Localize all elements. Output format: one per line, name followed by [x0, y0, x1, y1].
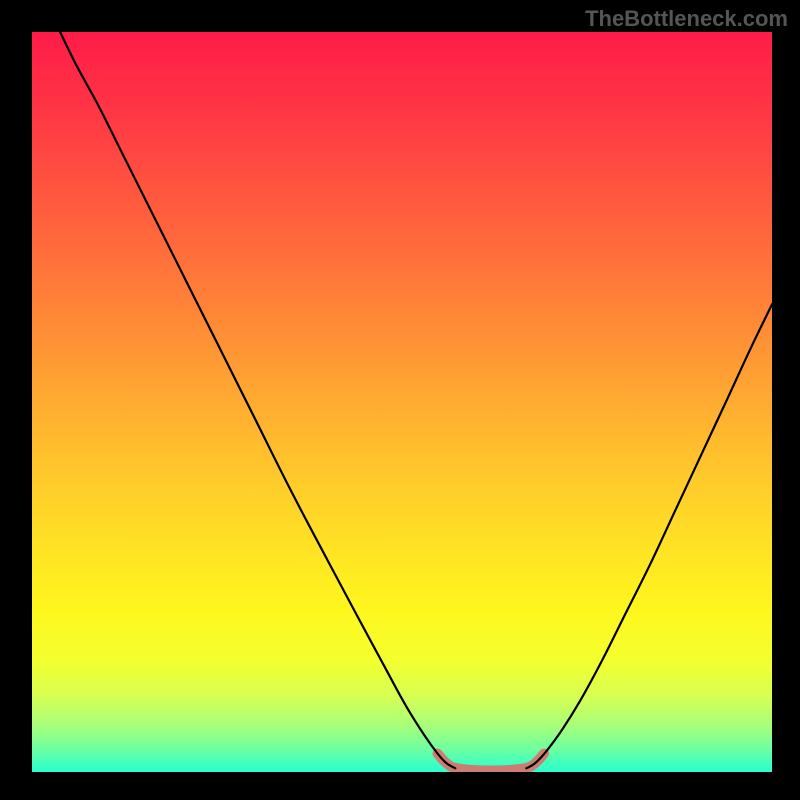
chart-canvas: TheBottleneck.com	[0, 0, 800, 800]
plot-svg	[32, 32, 772, 772]
gradient-background	[32, 32, 772, 772]
watermark-text: TheBottleneck.com	[585, 6, 788, 32]
plot-area	[32, 32, 772, 772]
